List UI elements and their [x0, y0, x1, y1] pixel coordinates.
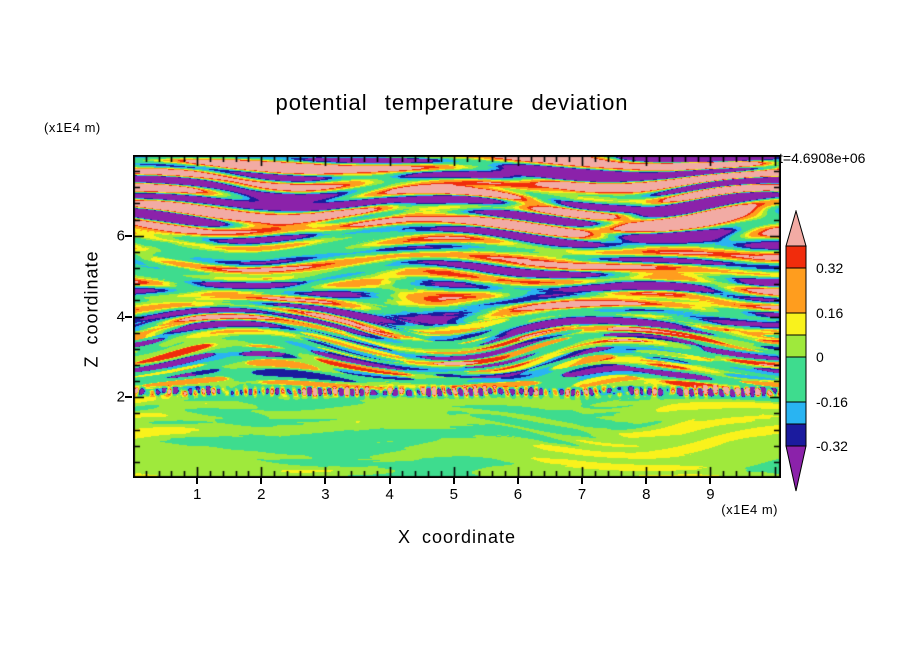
chart-title: potential temperature deviation — [275, 90, 629, 115]
colorbar-tick-label: 0 — [816, 349, 824, 365]
colorbar-band — [785, 267, 807, 314]
x-tick-label: 8 — [642, 486, 651, 503]
x-tick-label: 6 — [513, 486, 523, 503]
colorbar-band — [785, 401, 807, 425]
colorbar-band — [785, 312, 807, 336]
colorbar-arrow-down — [785, 445, 807, 492]
y-tick-label: 6 — [116, 227, 125, 245]
x-axis-tick — [516, 478, 519, 484]
x-tick-label: 2 — [257, 486, 266, 503]
x-tick-label: 7 — [577, 486, 587, 503]
heatmap-canvas — [133, 155, 781, 478]
colorbar-band — [785, 334, 807, 358]
colorbar-tick-label: -0.32 — [816, 438, 848, 454]
colorbar-band — [785, 423, 807, 447]
x-tick-label: 3 — [321, 486, 330, 503]
y-tick-label: 2 — [116, 388, 125, 406]
colorbar-band — [785, 245, 807, 269]
x-axis-tick — [260, 478, 263, 484]
x-axis-tick — [196, 478, 199, 484]
colorbar-arrow-up — [785, 209, 807, 247]
x-axis-tick — [581, 478, 584, 484]
colorbar-tick-label: 0.16 — [816, 305, 843, 321]
x-tick-label: 9 — [706, 486, 715, 503]
y-axis-tick — [125, 396, 132, 399]
colorbar: 0.32 0.16 0 -0.16 -0.32 — [782, 209, 866, 498]
x-tick-label: 4 — [385, 486, 394, 503]
y-axis-tick — [125, 315, 132, 318]
x-axis-tick — [645, 478, 648, 484]
x-tick-label: 5 — [449, 486, 458, 503]
timestamp-label: t=4.6908e+06 — [779, 150, 866, 166]
x-axis-tick — [452, 478, 455, 484]
y-tick-label: 4 — [116, 308, 125, 325]
colorbar-band — [785, 356, 807, 403]
x-axis-unit-label: (x1E4 m) — [721, 502, 778, 517]
x-tick-label: 1 — [192, 486, 202, 503]
colorbar-tick-label: -0.16 — [816, 394, 848, 410]
x-axis-tick — [324, 478, 327, 484]
x-axis-tick — [388, 478, 391, 484]
y-axis-unit-label: (x1E4 m) — [44, 120, 101, 135]
y-axis-tick — [125, 234, 132, 237]
colorbar-tick-label: 0.32 — [816, 260, 843, 276]
x-axis-title: X coordinate — [397, 527, 517, 547]
x-axis-tick — [709, 478, 712, 484]
